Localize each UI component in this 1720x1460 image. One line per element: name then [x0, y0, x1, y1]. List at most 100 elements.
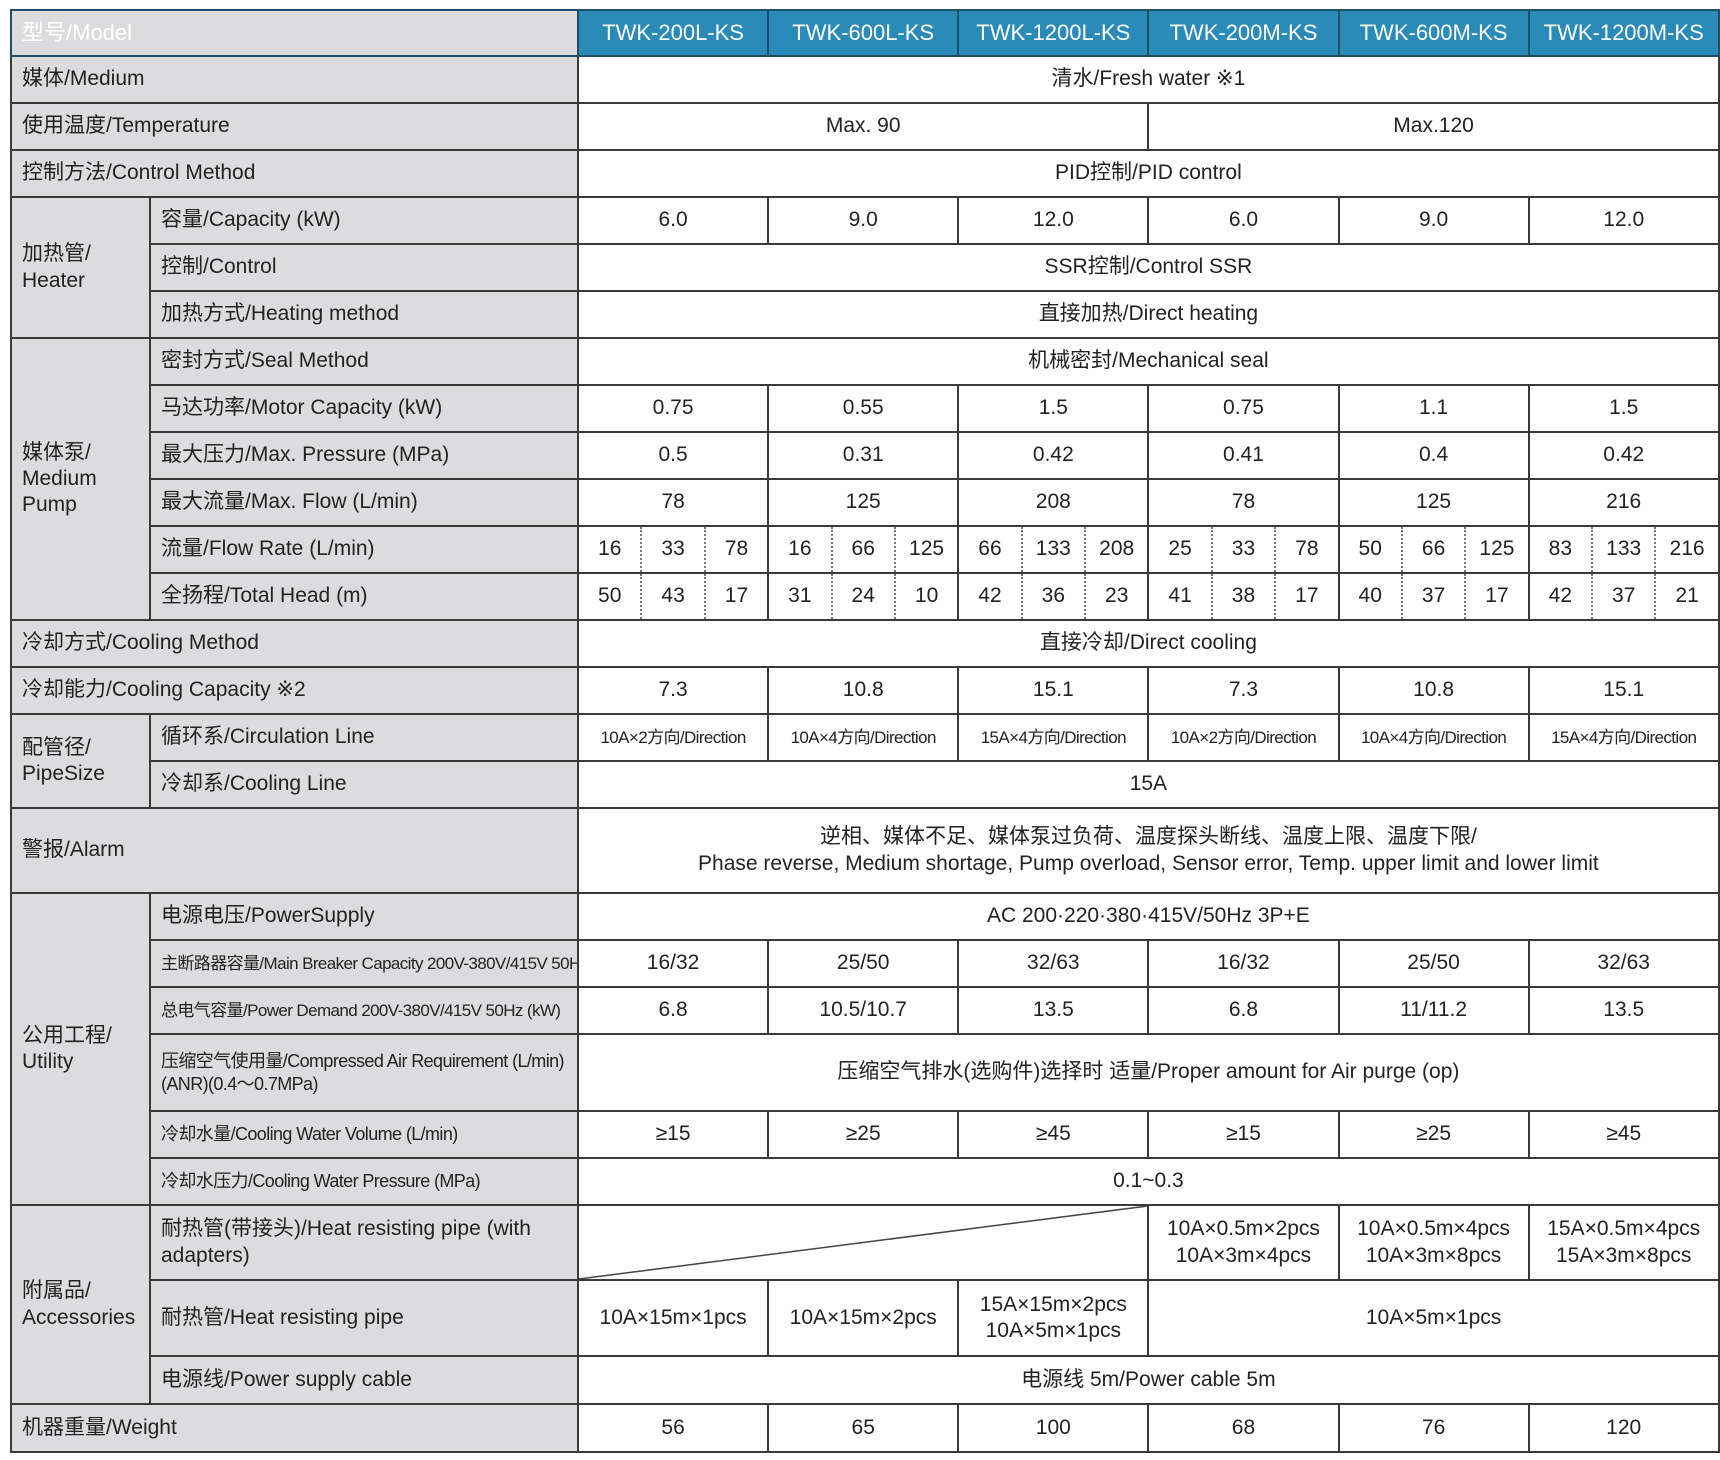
value-cell: 10.8 — [1337, 666, 1530, 715]
value-cell: 15.1 — [1527, 666, 1720, 715]
model-header: TWK-1200M-KS — [1527, 9, 1720, 57]
value-cell: 7.3 — [577, 666, 770, 715]
value-cell: 33 — [1210, 525, 1277, 574]
row-circulation-line: 配管径/PipeSize 循环系/Circulation Line 10A×2方向/… — [10, 713, 1720, 809]
row-label: 媒体/Medium — [9, 55, 580, 104]
value-cell: 12.0 — [1527, 196, 1720, 245]
row-label: 使用温度/Temperature — [9, 102, 580, 151]
value-cell: 66 — [830, 525, 896, 574]
value-cell: 10A×15m×2pcs — [767, 1279, 960, 1357]
value-cell: 1.1 — [1337, 384, 1530, 433]
value-cell: 31 — [767, 572, 833, 621]
value-cell: 16 — [577, 525, 643, 574]
value-cell: 直接加热/Direct heating — [577, 290, 1720, 339]
row-total-head: 全扬程/Total Head (m) 50 43 17 31 24 10 42 36 23 41 38… — [11, 572, 1720, 621]
value-cell: 125 — [893, 525, 960, 574]
value-cell: 15A×4方向/Direction — [1527, 713, 1720, 762]
row-label: 冷却系/Cooling Line — [148, 760, 580, 809]
value-cell: 1.5 — [1527, 384, 1720, 433]
row-compressed-air: 压缩空气使用量/Compressed Air Requirement (L/mi… — [11, 1033, 1720, 1112]
value-cell: 10A×2方向/Direction — [577, 713, 770, 762]
row-motor-capacity: 马达功率/Motor Capacity (kW) 0.75 0.55 1.5 0.75 1… — [11, 384, 1720, 433]
group-label: 公用工程/Utility — [10, 892, 151, 1206]
value-cell: 125 — [767, 478, 960, 527]
model-header: TWK-1200L-KS — [957, 9, 1150, 57]
value-cell: 10A×15m×1pcs — [577, 1279, 770, 1357]
row-label: 电源线/Power supply cable — [148, 1355, 580, 1405]
value-cell: 15A×0.5m×4pcs 15A×3m×8pcs — [1527, 1204, 1720, 1281]
row-control-method: 控制方法/Control Method PID控制/PID control — [9, 149, 1720, 198]
value-cell: ≥25 — [1337, 1110, 1530, 1159]
row-temperature: 使用温度/Temperature Max. 90 Max.120 — [9, 102, 1720, 151]
value-cell: 13.5 — [957, 986, 1150, 1035]
value-cell: 83 — [1527, 525, 1594, 574]
value-cell: 16 — [767, 525, 833, 574]
spec-table: 型号/Model TWK-200L-KS TWK-600L-KS TWK-1200L-… — [9, 9, 1720, 1453]
value-cell: 17 — [1464, 572, 1530, 621]
model-header: TWK-200L-KS — [577, 9, 770, 57]
value-cell: 0.4 — [1337, 431, 1530, 480]
model-header: TWK-200M-KS — [1147, 9, 1340, 57]
value-cell: 10.8 — [767, 666, 960, 715]
value-cell: 120 — [1527, 1403, 1720, 1453]
value-cell: 直接冷却/Direct cooling — [577, 619, 1720, 668]
value-cell: 50 — [1337, 525, 1403, 574]
value-cell: 6.0 — [577, 196, 770, 245]
row-label: 控制/Control — [148, 243, 580, 292]
value-cell: 24 — [830, 572, 896, 621]
value-cell: 10 — [893, 572, 960, 621]
value-cell: 压缩空气排水(选购件)选择时 适量/Proper amount for Air … — [577, 1033, 1720, 1112]
value-cell: 133 — [1020, 525, 1087, 574]
value-cell: 15A×4方向/Direction — [957, 713, 1150, 762]
model-header-label: 型号/Model — [9, 9, 580, 57]
value-cell: 33 — [640, 525, 706, 574]
row-label: 主断路器容量/Main Breaker Capacity 200V-380V/4… — [148, 939, 580, 988]
row-cooling-water-volume: 冷却水量/Cooling Water Volume (L/min) ≥15 ≥25 ≥… — [11, 1110, 1720, 1159]
value-cell: 16/32 — [577, 939, 770, 988]
value-cell: 78 — [1147, 478, 1340, 527]
row-label: 冷却水压力/Cooling Water Pressure (MPa) — [148, 1157, 580, 1206]
row-heat-pipe: 耐热管/Heat resisting pipe 10A×15m×1pcs 10A×1… — [11, 1279, 1720, 1357]
value-cell: 9.0 — [1337, 196, 1530, 245]
value-cell: 0.75 — [1147, 384, 1340, 433]
group-label: 媒体泵/Medium Pump — [10, 337, 151, 621]
value-cell: 10A×0.5m×2pcs 10A×3m×4pcs — [1147, 1204, 1340, 1281]
row-heater-control: 控制/Control SSR控制/Control SSR — [11, 243, 1720, 292]
value-cell: 15A — [577, 760, 1720, 809]
value-cell: 15.1 — [957, 666, 1150, 715]
value-cell: 7.3 — [1147, 666, 1340, 715]
row-max-pressure: 最大压力/Max. Pressure (MPa) 0.5 0.31 0.42 0.41 0… — [11, 431, 1720, 480]
row-heating-method: 加热方式/Heating method 直接加热/Direct heating — [11, 290, 1720, 339]
value-cell: 6.8 — [577, 986, 770, 1035]
value-cell: 16/32 — [1147, 939, 1340, 988]
value-cell: AC 200·220·380·415V/50Hz 3P+E — [577, 892, 1720, 941]
value-cell: 17 — [703, 572, 770, 621]
value-cell: ≥25 — [767, 1110, 960, 1159]
value-cell: 42 — [1527, 572, 1594, 621]
row-label: 机器重量/Weight — [9, 1403, 580, 1453]
model-header: TWK-600L-KS — [767, 9, 960, 57]
value-cell: 0.41 — [1147, 431, 1340, 480]
value-cell: 78 — [703, 525, 770, 574]
value-cell: 32/63 — [957, 939, 1150, 988]
row-label: 耐热管(带接头)/Heat resisting pipe (with adapt… — [148, 1204, 580, 1281]
value-cell: 15A×15m×2pcs 10A×5m×1pcs — [957, 1279, 1150, 1357]
value-cell: 23 — [1084, 572, 1150, 621]
group-label: 配管径/PipeSize — [10, 713, 151, 809]
value-cell: 25/50 — [1337, 939, 1530, 988]
value-cell: 12.0 — [957, 196, 1150, 245]
value-cell: PID控制/PID control — [577, 149, 1720, 198]
row-label: 最大流量/Max. Flow (L/min) — [148, 478, 580, 527]
value-cell: 0.31 — [767, 431, 960, 480]
value-cell: 25/50 — [767, 939, 960, 988]
row-cooling-water-pressure: 冷却水压力/Cooling Water Pressure (MPa) 0.1~0.… — [11, 1157, 1720, 1206]
row-seal-method: 媒体泵/Medium Pump 密封方式/Seal Method 机械密封/Mech… — [10, 337, 1720, 621]
row-label: 流量/Flow Rate (L/min) — [148, 525, 580, 574]
value-cell: 66 — [1400, 525, 1467, 574]
diagonal-line — [579, 1206, 1147, 1279]
row-label: 循环系/Circulation Line — [148, 713, 580, 762]
row-label: 容量/Capacity (kW) — [148, 196, 580, 245]
value-cell: 41 — [1147, 572, 1213, 621]
group-label: 附属品/Accessories — [10, 1204, 151, 1405]
value-cell: 66 — [957, 525, 1023, 574]
